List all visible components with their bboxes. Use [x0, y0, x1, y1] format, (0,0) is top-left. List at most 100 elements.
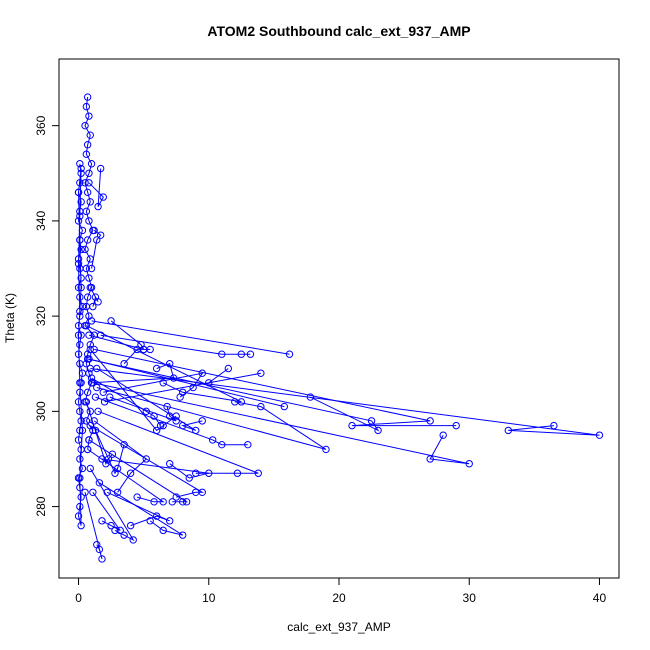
data-point: [76, 179, 84, 187]
data-point: [374, 426, 382, 435]
data-point: [83, 93, 92, 101]
data-point: [83, 293, 92, 301]
data-point: [165, 460, 174, 468]
data-point: [237, 350, 246, 358]
y-axis: 280 300 320 340 360: [34, 115, 60, 517]
data-point: [550, 421, 558, 430]
data-point: [76, 388, 84, 397]
data-point: [76, 160, 84, 168]
data-point: [192, 488, 200, 496]
series-line: [106, 491, 170, 527]
data-point: [81, 245, 89, 254]
data-point: [93, 236, 101, 244]
data-point: [76, 379, 84, 387]
data-point: [198, 417, 206, 425]
data-point: [83, 388, 92, 397]
data-point: [165, 412, 174, 420]
y-tick-label: 340: [34, 211, 48, 231]
data-point: [85, 217, 93, 225]
data-point: [81, 179, 89, 187]
data-point: [87, 317, 96, 325]
series-line: [91, 320, 290, 355]
series-line: [95, 396, 248, 446]
data-point: [142, 455, 150, 463]
data-point: [90, 417, 98, 425]
data-point: [94, 407, 102, 416]
data-point: [86, 345, 94, 354]
data-point: [254, 469, 262, 477]
data-point: [81, 488, 89, 496]
data-point: [78, 426, 87, 435]
data-point: [76, 236, 84, 244]
data-point: [93, 364, 101, 373]
data-point: [76, 293, 84, 301]
x-tick-label: 20: [332, 591, 346, 605]
x-tick-label: 10: [202, 591, 216, 605]
series-line: [90, 368, 600, 436]
data-point: [83, 188, 92, 197]
data-point: [85, 331, 93, 339]
data-point: [74, 217, 83, 225]
x-axis-label: calc_ext_937_AMP: [287, 620, 390, 634]
data-point: [465, 460, 473, 468]
data-point: [82, 150, 91, 158]
data-point: [233, 469, 242, 477]
data-point: [107, 317, 115, 325]
data-point: [218, 440, 226, 449]
data-point: [146, 517, 154, 525]
data-point: [120, 531, 128, 539]
data-point: [159, 498, 167, 506]
data-point: [150, 498, 158, 506]
data-point: [176, 393, 184, 401]
data-point: [77, 245, 85, 254]
data-point: [103, 488, 111, 496]
data-point: [452, 421, 460, 430]
data-point: [172, 417, 180, 425]
series-line: [91, 377, 162, 426]
data-point: [76, 312, 84, 320]
data-point: [280, 402, 289, 411]
data-point: [77, 198, 85, 206]
y-tick-label: 280: [34, 496, 48, 516]
plot-area: [58, 58, 620, 579]
data-point: [81, 121, 89, 130]
series-line: [93, 420, 148, 493]
data-point: [82, 398, 91, 406]
data-point: [165, 360, 174, 368]
y-axis-label: Theta (K): [3, 293, 17, 343]
data-point: [74, 436, 83, 444]
series-layer: [74, 93, 604, 563]
data-point: [74, 260, 83, 268]
y-tick-label: 300: [34, 401, 48, 421]
data-point: [426, 417, 434, 425]
series-line: [88, 358, 285, 408]
data-point: [237, 398, 246, 406]
series-line: [91, 363, 175, 384]
data-point: [189, 383, 197, 392]
data-point: [87, 374, 96, 382]
data-point: [76, 474, 84, 482]
data-point: [83, 141, 92, 149]
data-point: [322, 445, 330, 454]
data-point: [77, 331, 85, 339]
series-line: [84, 492, 103, 560]
data-point: [91, 393, 100, 401]
series-line: [94, 348, 457, 427]
data-point: [98, 555, 106, 563]
chart-title: ATOM2 Southbound calc_ext_937_AMP: [207, 23, 470, 39]
data-point: [83, 236, 92, 244]
data-point: [77, 169, 85, 177]
data-point: [104, 455, 113, 463]
data-point: [89, 302, 97, 311]
data-point: [96, 164, 105, 173]
data-point: [83, 445, 92, 454]
data-point: [126, 521, 135, 530]
series-line: [92, 492, 121, 531]
data-point: [367, 417, 376, 425]
data-point: [76, 426, 84, 435]
data-point: [91, 293, 100, 301]
data-point: [76, 483, 84, 492]
data-point: [86, 340, 94, 349]
data-point: [93, 383, 101, 392]
data-point: [96, 231, 105, 239]
